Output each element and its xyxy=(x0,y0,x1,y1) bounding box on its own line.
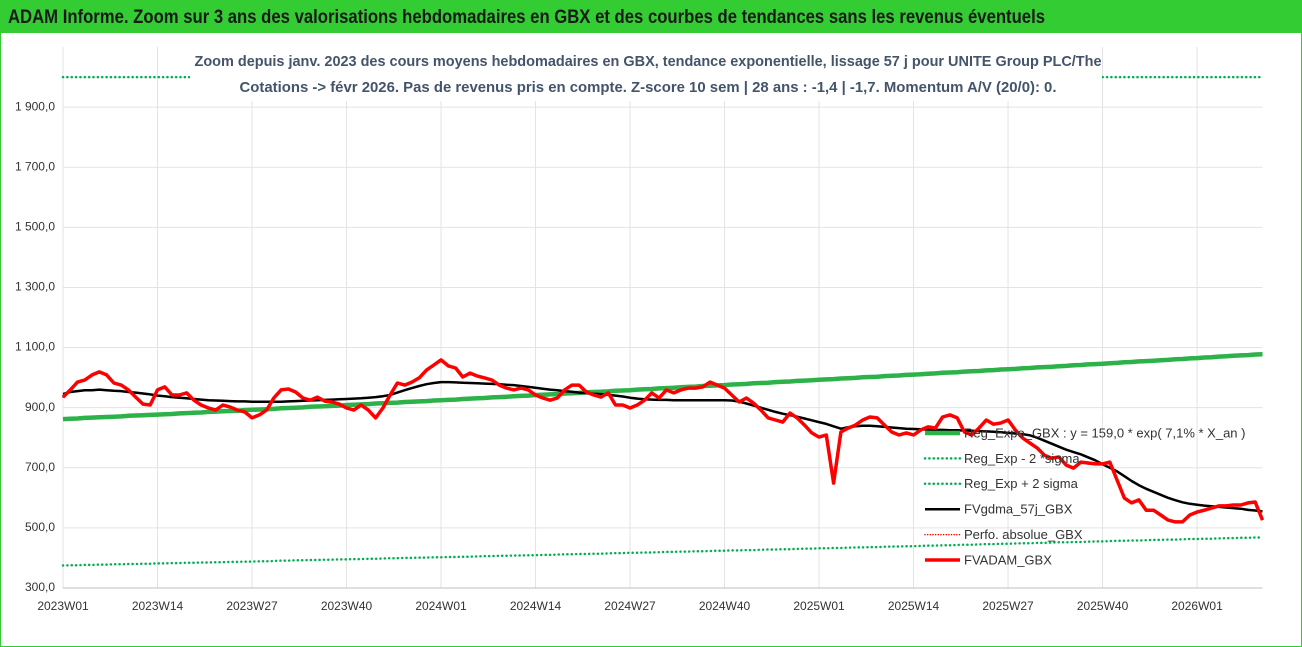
x-tick-label: 2023W01 xyxy=(37,599,89,613)
x-tick-label: 2024W14 xyxy=(510,599,562,613)
y-tick-label: 1 900,0 xyxy=(15,99,55,113)
x-tick-label: 2023W14 xyxy=(132,599,184,613)
chart-subtitle: Zoom depuis janv. 2023 des cours moyens … xyxy=(195,53,1102,70)
legend-label: FVADAM_GBX xyxy=(964,552,1052,567)
x-tick-label: 2024W40 xyxy=(699,599,751,613)
legend-label: FVgdma_57j_GBX xyxy=(964,502,1073,517)
y-tick-label: 1 500,0 xyxy=(15,220,55,234)
y-tick-label: 900,0 xyxy=(25,400,55,414)
x-tick-label: 2023W40 xyxy=(321,599,373,613)
x-tick-label: 2025W27 xyxy=(982,599,1034,613)
x-tick-label: 2025W40 xyxy=(1077,599,1129,613)
legend-label: Reg_Exp + 2 sigma xyxy=(964,476,1079,491)
header-bar xyxy=(0,0,1302,33)
y-tick-label: 1 100,0 xyxy=(15,340,55,354)
x-tick-label: 2025W14 xyxy=(888,599,940,613)
title-box xyxy=(190,45,1102,101)
x-tick-label: 2026W01 xyxy=(1171,599,1223,613)
y-tick-label: 300,0 xyxy=(25,580,55,594)
chart-subtitle: Cotations -> févr 2026. Pas de revenus p… xyxy=(240,79,1057,96)
y-tick-label: 1 700,0 xyxy=(15,159,55,173)
y-tick-label: 500,0 xyxy=(25,520,55,534)
series-line xyxy=(61,358,1265,524)
y-tick-label: 1 300,0 xyxy=(15,280,55,294)
series-line xyxy=(61,536,1264,567)
x-tick-label: 2024W27 xyxy=(604,599,656,613)
legend-label: Reg_Exp - 2 *sigma xyxy=(964,451,1080,466)
series-line xyxy=(62,351,1263,422)
legend-label: Reg_Expo_GBX : y = 159,0 * exp( 7,1% * X… xyxy=(964,425,1245,440)
x-tick-label: 2023W27 xyxy=(226,599,278,613)
legend-label: Perfo. absolue_GBX xyxy=(964,527,1083,542)
series-line xyxy=(62,380,1263,513)
x-tick-label: 2024W01 xyxy=(415,599,467,613)
x-tick-label: 2025W01 xyxy=(793,599,845,613)
header-title: ADAM Informe. Zoom sur 3 ans des valoris… xyxy=(8,7,1045,28)
y-tick-label: 700,0 xyxy=(25,460,55,474)
legend: Reg_Expo_GBX : y = 159,0 * exp( 7,1% * X… xyxy=(923,425,1245,567)
